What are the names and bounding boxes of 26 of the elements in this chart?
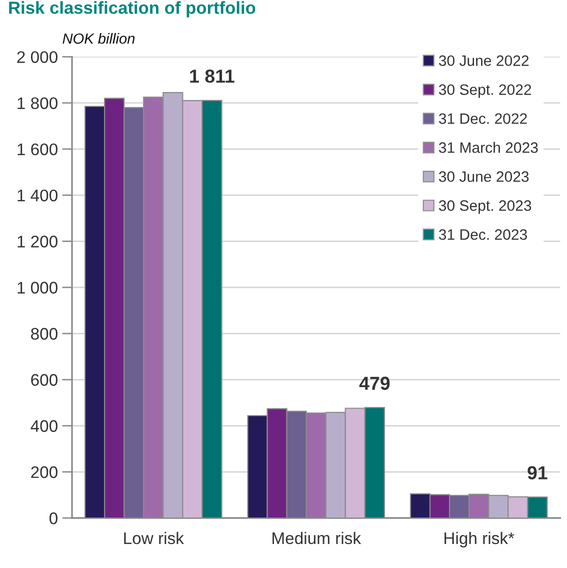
legend-label: 31 Dec. 2023 — [438, 229, 527, 240]
y-axis-title: NOK billion — [62, 33, 135, 44]
y-tick-label: 400 — [30, 420, 58, 432]
x-tick-label: Medium risk — [272, 532, 362, 544]
legend-label: 31 Dec. 2022 — [438, 113, 527, 124]
legend-label: 30 Sept. 2022 — [438, 84, 532, 98]
legend-label: 30 June 2022 — [438, 55, 529, 66]
data-label: 479 — [359, 376, 390, 390]
y-tick-label: 0 — [50, 512, 58, 524]
y-tick-label: 600 — [31, 374, 58, 386]
chart-title: Risk classification of portfolio — [9, 1, 256, 18]
legend-label: 31 March 2023 — [438, 142, 538, 153]
y-tick-label: 2 000 — [17, 51, 58, 64]
y-tick-label: 1 000 — [18, 282, 58, 294]
data-label: 91 — [528, 466, 548, 480]
y-tick-label: 200 — [31, 466, 58, 478]
y-tick-label: 1 400 — [18, 190, 58, 202]
legend-label: 30 June 2023 — [438, 171, 529, 182]
x-tick-label: High risk* — [444, 532, 514, 548]
y-tick-label: 1 800 — [18, 97, 58, 110]
y-tick-label: 800 — [31, 328, 58, 340]
legend-label: 30 Sept. 2023 — [438, 200, 532, 214]
x-tick-label: Low risk — [124, 532, 184, 544]
y-tick-label: 1 600 — [18, 143, 58, 156]
y-tick-label: 1 200 — [18, 236, 58, 248]
data-label: 1 811 — [190, 70, 234, 83]
